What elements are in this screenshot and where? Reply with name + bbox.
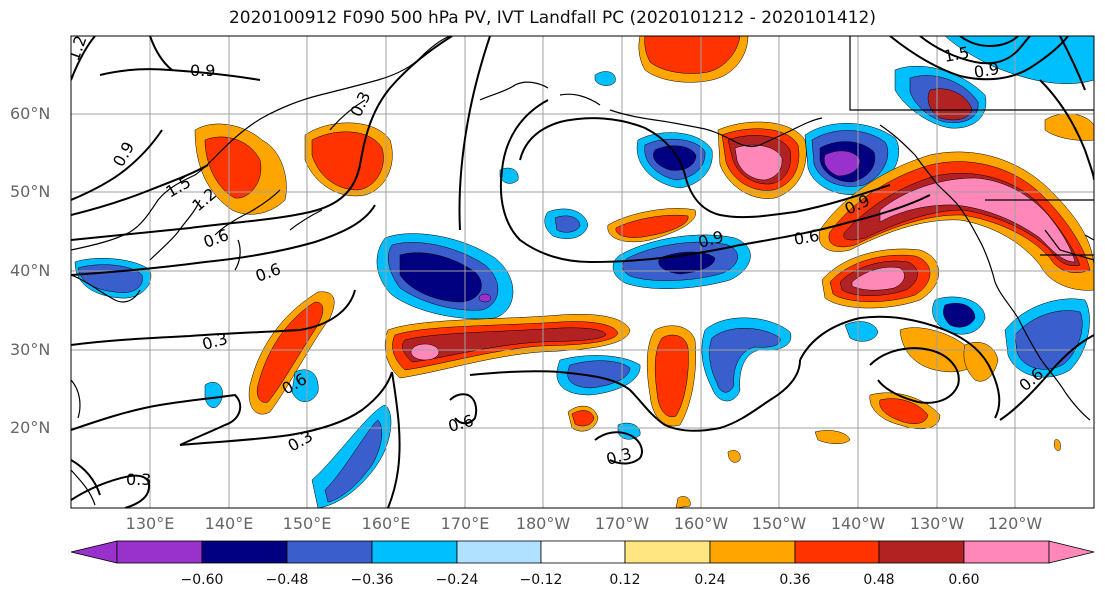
colorbar	[70, 540, 1095, 564]
colorbar-bin	[201, 540, 288, 564]
colorbar-tick-label: 0.60	[948, 572, 980, 588]
colorbar-bin	[794, 540, 880, 564]
colorbar-bin	[878, 540, 965, 564]
colorbar-bin	[456, 540, 542, 564]
lon-label: 140°E	[204, 514, 254, 533]
contour-label: 0.6	[792, 226, 820, 249]
lon-label: 150°E	[282, 514, 332, 533]
colorbar-bin	[624, 540, 711, 564]
colorbar-tick-label: −0.60	[180, 572, 224, 588]
contour-label: 1.5	[942, 43, 970, 66]
colorbar-tick-label: −0.12	[519, 572, 563, 588]
lon-label: 130°W	[909, 514, 965, 533]
colorbar-bin	[963, 540, 1050, 564]
lat-label: 20°N	[10, 418, 51, 437]
colorbar-bin	[540, 540, 626, 564]
colorbar-bin	[709, 540, 796, 564]
contour-label: 0.9	[190, 61, 215, 80]
colorbar-tick-label: 0.24	[694, 572, 726, 588]
lon-label: 170°E	[440, 514, 490, 533]
colorbar-extend-high	[1048, 540, 1095, 564]
colorbar-tick-label: −0.36	[350, 572, 394, 588]
colorbar-extend-low	[70, 540, 118, 564]
lon-label: 130°E	[125, 514, 175, 533]
colorbar-tick-label: −0.24	[435, 572, 479, 588]
colorbar-tick-label: 0.36	[779, 572, 811, 588]
lat-label: 30°N	[10, 340, 51, 359]
lon-label: 150°W	[751, 514, 807, 533]
coastlines	[71, 36, 1094, 506]
lon-label: 160°W	[673, 514, 729, 533]
colorbar-bin	[116, 540, 203, 564]
lat-label: 50°N	[10, 182, 51, 201]
lon-label: 170°W	[594, 514, 650, 533]
pv-contours	[71, 36, 1094, 508]
contour-label: 0.3	[126, 470, 151, 489]
colorbar-bin	[371, 540, 458, 564]
shaded-field	[74, 36, 1094, 508]
lon-label: 160°E	[361, 514, 411, 533]
graticule	[71, 36, 1094, 508]
chart-title: 2020100912 F090 500 hPa PV, IVT Landfall…	[228, 8, 876, 28]
map-frame	[70, 35, 1095, 509]
lon-label: 140°W	[830, 514, 886, 533]
lat-label: 60°N	[10, 104, 51, 123]
colorbar-tick-label: 0.48	[863, 572, 895, 588]
colorbar-tick-label: −0.48	[265, 572, 309, 588]
lon-label: 180°W	[515, 514, 571, 533]
contour-label: 0.9	[972, 59, 1000, 82]
lat-label: 40°N	[10, 261, 51, 280]
lon-label: 120°W	[987, 514, 1043, 533]
colorbar-bin	[286, 540, 373, 564]
colorbar-tick-label: 0.12	[609, 572, 641, 588]
